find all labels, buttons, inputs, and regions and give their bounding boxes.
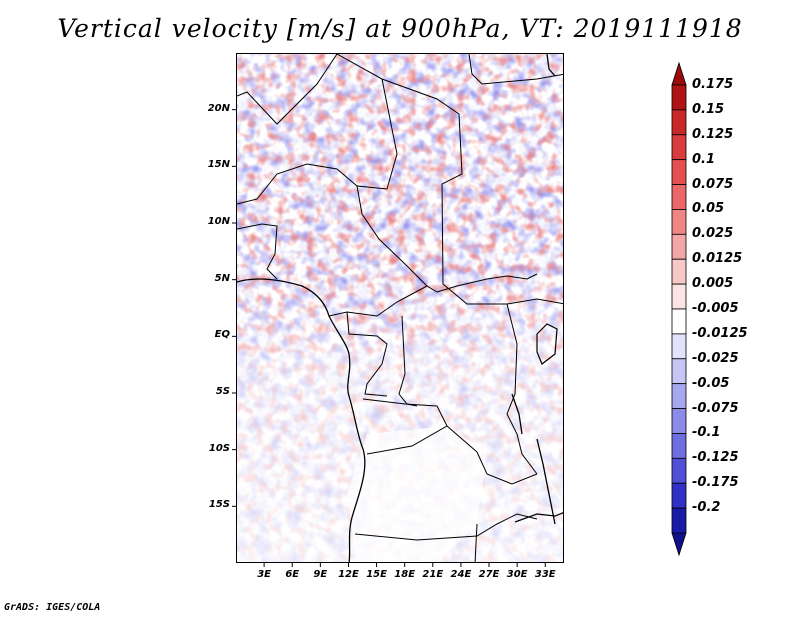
lat-tick-label: 10S: [208, 442, 230, 454]
lat-tick-label: 15S: [208, 499, 230, 511]
border-northeast-1: [468, 54, 563, 85]
calm-region: [347, 426, 487, 562]
colorbar-bottom-arrow: [671, 532, 687, 557]
lake-malawi: [536, 438, 556, 525]
colorbar-box: [671, 134, 687, 161]
colorbar-box: [671, 408, 687, 434]
colorbar-level-label: -0.05: [692, 375, 730, 391]
colorbar-box: [671, 358, 687, 385]
colorbar-level-label: -0.075: [692, 400, 739, 416]
lat-tick-label: EQ: [214, 329, 230, 341]
lake-victoria: [536, 323, 558, 365]
colorbar-box: [671, 159, 687, 185]
border-sahel-1: [237, 163, 358, 205]
colorbar-box: [671, 507, 687, 534]
border-angola-2: [366, 425, 478, 455]
colorbar-level-label: 0.1: [692, 151, 716, 167]
colorbar-box: [671, 184, 687, 210]
colorbar-level-label: -0.1: [692, 425, 721, 441]
colorbar-box: [671, 482, 687, 509]
plot-title: Vertical velocity [m/s] at 900hPa, VT: 2…: [57, 14, 743, 43]
colorbar-box: [671, 333, 687, 360]
colorbar-box: [671, 209, 687, 235]
colorbar-level-label: 0.175: [692, 77, 734, 92]
lon-tick-label: 33E: [534, 569, 556, 580]
colorbar-box: [671, 383, 687, 409]
colorbar-level-label: 0.05: [692, 201, 725, 217]
colorbar-box: [671, 433, 687, 459]
colorbar-level-label: -0.175: [692, 475, 739, 491]
colorbar-level-label: 0.0125: [692, 251, 743, 267]
border-east-1: [506, 303, 538, 475]
border-angola-1: [362, 398, 448, 427]
colorbar-level-label: 0.075: [692, 176, 734, 192]
lon-tick-label: 21E: [422, 569, 444, 580]
colorbar-box: [671, 258, 687, 285]
border-west-1: [237, 223, 278, 280]
colorbar-level-label: -0.025: [692, 350, 739, 366]
colorbar-box: [671, 233, 687, 260]
lon-tick-label: 9E: [313, 569, 328, 580]
lat-tick-label: 15N: [207, 159, 230, 171]
zambezi-border: [514, 512, 563, 523]
colorbar-box: [671, 308, 687, 335]
colorbar-box: [671, 283, 687, 310]
border-zambia-1: [476, 451, 538, 485]
colorbar-box: [671, 457, 687, 484]
colorbar-level-label: 0.15: [692, 101, 725, 117]
lon-tick-label: 30E: [506, 569, 528, 580]
lat-tick-label: 20N: [207, 102, 230, 114]
lon-tick-label: 18E: [394, 569, 416, 580]
lon-tick-label: 24E: [450, 569, 472, 580]
colorbar-level-label: 0.005: [692, 276, 734, 292]
lat-tick-label: 10N: [207, 216, 230, 227]
lon-tick-label: 12E: [338, 569, 359, 580]
map-panel: [236, 53, 564, 563]
lat-tick-label: 5S: [215, 386, 230, 397]
political-boundaries: [237, 54, 563, 562]
colorbar-box: [671, 109, 687, 136]
border-south-2: [474, 523, 478, 562]
colorbar-level-label: -0.2: [692, 500, 721, 516]
lon-tick-label: 3E: [257, 569, 271, 580]
colorbar-level-label: 0.025: [692, 226, 734, 242]
border-south-1: [354, 513, 538, 541]
lon-tick-label: 15E: [366, 569, 387, 580]
colorbar-level-label: -0.005: [692, 301, 739, 316]
border-central-3: [436, 273, 538, 293]
atlantic-coastline: [237, 278, 366, 562]
vertical-velocity-map: [237, 54, 563, 562]
lake-tanganyika: [511, 393, 523, 435]
grads-credit: GrADS: IGES/COLA: [4, 602, 101, 613]
colorbar-box: [671, 84, 687, 111]
colorbar-level-label: 0.125: [692, 126, 734, 142]
lat-tick-label: 5N: [214, 272, 230, 284]
lon-tick-label: 27E: [478, 569, 500, 580]
red-sea-coast: [546, 54, 556, 77]
border-north-2: [336, 54, 563, 305]
lon-tick-label: 6E: [285, 569, 300, 580]
colorbar-level-label: -0.125: [692, 450, 739, 466]
colorbar-top-arrow: [671, 61, 687, 86]
border-north-1: [237, 54, 338, 125]
colorbar-level-label: -0.0125: [692, 325, 748, 341]
border-congo-1: [346, 311, 388, 397]
border-central-1: [356, 78, 428, 287]
